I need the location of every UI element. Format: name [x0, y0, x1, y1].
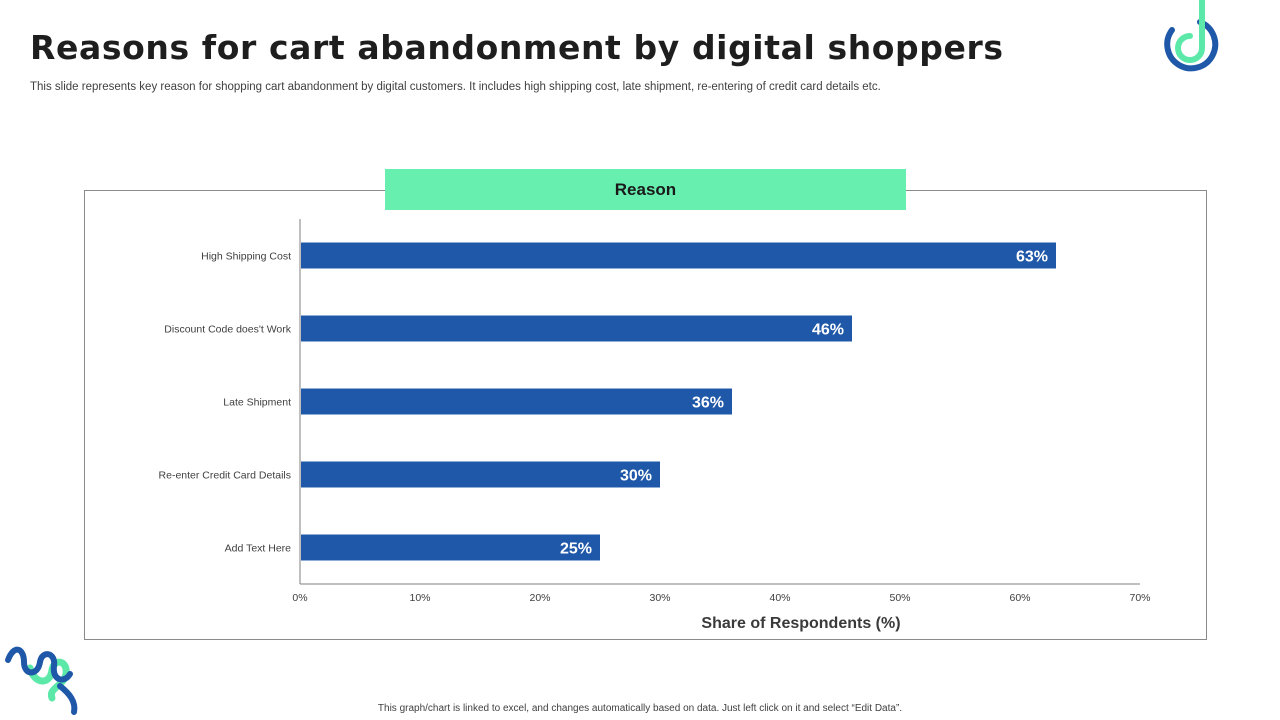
brand-logo-icon — [1164, 0, 1219, 72]
x-tick-label: 50% — [889, 592, 910, 604]
category-label: High Shipping Cost — [201, 251, 291, 263]
bar-value-label: 46% — [812, 322, 844, 339]
category-label: Add Text Here — [225, 543, 292, 555]
bar-4 — [301, 534, 600, 561]
x-tick-label: 70% — [1129, 592, 1150, 604]
x-tick-label: 60% — [1009, 592, 1030, 604]
footer-note: This graph/chart is linked to excel, and… — [377, 703, 903, 714]
bar-value-label: 36% — [692, 395, 724, 412]
bar-1 — [301, 315, 852, 342]
decorative-squiggle-icon — [5, 646, 78, 715]
x-tick-label: 20% — [529, 592, 550, 604]
x-tick-label: 0% — [292, 592, 307, 604]
x-tick-label: 40% — [769, 592, 790, 604]
chart-title: Reason — [385, 169, 906, 210]
bar-value-label: 63% — [1016, 249, 1048, 266]
category-label: Re-enter Credit Card Details — [159, 470, 291, 482]
slide-subtitle: This slide represents key reason for sho… — [30, 81, 881, 93]
bar-value-label: 30% — [620, 468, 652, 485]
category-label: Discount Code does't Work — [164, 324, 291, 336]
x-axis-title: Share of Respondents (%) — [701, 615, 900, 632]
bar-value-label: 25% — [560, 541, 592, 558]
bar-3 — [301, 461, 660, 488]
bar-0 — [301, 242, 1056, 269]
x-tick-label: 10% — [409, 592, 430, 604]
bar-2 — [301, 388, 732, 415]
slide-title: Reasons for cart abandonment by digital … — [30, 28, 1004, 67]
category-label: Late Shipment — [223, 397, 291, 409]
x-tick-label: 30% — [649, 592, 670, 604]
